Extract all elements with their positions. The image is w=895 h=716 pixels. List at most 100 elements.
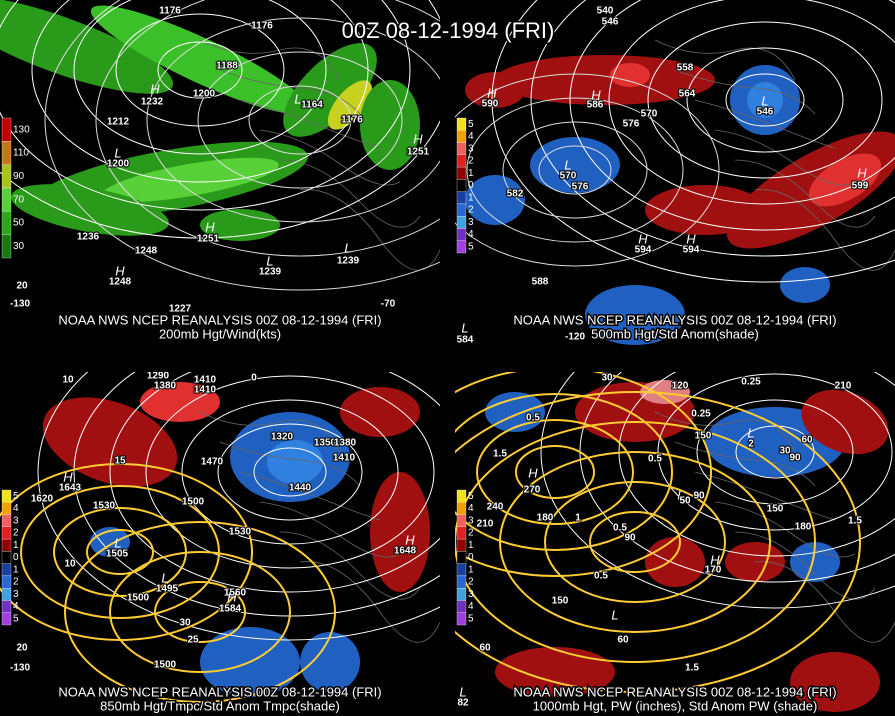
- contour-label: 546: [602, 17, 619, 28]
- map-panel: 54321012345540546558564570576582576588H5…: [455, 0, 895, 345]
- contour-label: 1500: [154, 660, 177, 671]
- contour-label: 2: [748, 439, 754, 450]
- contour-line: [217, 423, 363, 521]
- shaded-region: [495, 647, 615, 697]
- contour-label: 594: [683, 245, 700, 256]
- contour-label: 0.5: [594, 571, 608, 582]
- coastline: [219, 441, 361, 487]
- contour-label: 1410: [194, 385, 217, 396]
- shaded-region: [340, 387, 420, 437]
- legend-swatch: [1, 164, 12, 189]
- legend-swatch: [456, 588, 467, 601]
- shaded-region: [640, 380, 690, 404]
- legend-swatch: [456, 612, 467, 626]
- map-panel: 130 110 90 70 50 30 1176 1176 1188 1200 1212 1164 11…: [0, 0, 440, 345]
- contour-label: 20: [16, 643, 28, 654]
- contour-label: 1.5: [685, 663, 699, 674]
- contour-line: [37, 372, 440, 641]
- contour-label: 1440: [289, 483, 312, 494]
- contour-label: 1164: [301, 100, 323, 111]
- legend-swatch: [456, 142, 467, 155]
- coastline: [654, 39, 796, 81]
- legend-label: 5: [468, 614, 474, 625]
- contour-line: [686, 47, 844, 153]
- legend-label: 4: [13, 601, 19, 612]
- pressure-center: H: [591, 87, 601, 102]
- contour-label: 570: [641, 109, 658, 120]
- contour-label: 1248: [109, 277, 132, 288]
- contour-line: [502, 121, 648, 219]
- legend-label: 90: [13, 171, 25, 182]
- legend-label: 5: [468, 242, 474, 253]
- contour-line: [455, 372, 712, 577]
- contour-line: [95, 0, 440, 257]
- legend-label: 5: [468, 119, 474, 130]
- coastline: [219, 69, 361, 115]
- legend-swatch: [456, 216, 467, 229]
- contour-label: 586: [587, 100, 604, 111]
- contour-label: 564: [679, 89, 696, 100]
- pressure-center: L: [747, 425, 754, 440]
- contour-line: [157, 41, 243, 99]
- shaded-region: [790, 542, 840, 582]
- contour-label: 1.5: [493, 449, 507, 460]
- legend-swatch: [456, 575, 467, 589]
- contour-label: 180: [537, 513, 554, 524]
- shaded-region: [283, 43, 377, 137]
- contour-label: 1470: [201, 457, 224, 468]
- legend-label: 3: [468, 217, 474, 228]
- legend-label: 2: [468, 577, 474, 588]
- contour-line: [145, 375, 435, 569]
- contour-label: 1200: [107, 159, 130, 170]
- panel-content: 5432101234512901380141014101470150015301…: [0, 372, 440, 716]
- shaded-region: [11, 184, 169, 236]
- contour-label: 270: [524, 485, 541, 496]
- contour-label: 210: [835, 381, 852, 392]
- shaded-region: [645, 537, 705, 587]
- legend-label: 110: [13, 148, 29, 159]
- panel-caption: 200mb Hgt/Wind(kts): [159, 326, 281, 341]
- shaded-region: [645, 185, 765, 235]
- legend-swatch: [456, 166, 467, 180]
- legend-swatch: [1, 489, 12, 503]
- shaded-region: [90, 5, 310, 115]
- panel-source: NOAA NWS NCEP REANALYSIS 00Z 08-12-1994 …: [513, 684, 836, 699]
- contour-line: [647, 21, 883, 179]
- contour-label: 588: [532, 277, 549, 288]
- contour-label: 1251: [407, 147, 430, 158]
- contour-label: 540: [597, 6, 614, 17]
- coastline: [694, 471, 836, 521]
- contour-line: [0, 0, 411, 211]
- shaded-region: [267, 440, 323, 484]
- legend-label: 4: [468, 601, 474, 612]
- contour-label: 1648: [394, 546, 417, 557]
- legend-label: 4: [468, 503, 474, 514]
- legend-swatch: [456, 600, 467, 613]
- contour-label: 1251: [197, 234, 220, 245]
- contour-line: [725, 73, 805, 127]
- pressure-center: H: [528, 465, 538, 480]
- pressure-center: L: [611, 607, 618, 622]
- coastline: [199, 411, 341, 453]
- legend-label: 130: [13, 124, 30, 135]
- legend-swatch: [1, 502, 12, 515]
- contour-line: [455, 391, 861, 693]
- pressure-center: H: [150, 81, 160, 96]
- contour-line: [253, 447, 327, 497]
- legend-label: 4: [468, 131, 474, 142]
- contour-line: [86, 529, 154, 575]
- pressure-center: L: [761, 93, 768, 108]
- coastline: [299, 561, 440, 643]
- legend-swatch: [1, 526, 12, 540]
- legend-swatch: [1, 514, 12, 527]
- legend-label: 3: [468, 589, 474, 600]
- legend-swatch: [1, 612, 12, 626]
- legend-label: 1: [468, 168, 474, 179]
- contour-line: [491, 0, 895, 283]
- panel-source: NOAA NWS NCEP REANALYSIS 00Z 08-12-1994 …: [58, 684, 381, 699]
- contour-label: 90: [789, 453, 801, 464]
- pressure-center: H: [686, 231, 696, 246]
- legend-swatch: [1, 141, 12, 165]
- legend-swatch: [456, 191, 467, 205]
- map-panel: 5432101234512901380141014101470150015301…: [0, 372, 440, 716]
